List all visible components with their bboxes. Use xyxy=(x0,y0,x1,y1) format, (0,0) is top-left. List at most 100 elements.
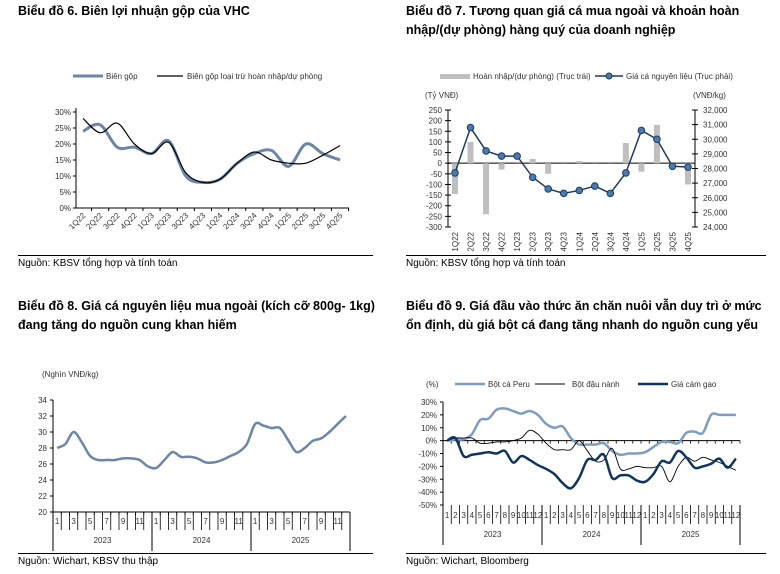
month-label: 9 xyxy=(511,511,516,520)
x-tick-label: 4Q23 xyxy=(187,211,208,232)
left-y-tick-label: 150 xyxy=(429,127,443,136)
month-label: 5 xyxy=(88,517,93,526)
month-label: 11 xyxy=(234,517,243,526)
y-tick-label: 30% xyxy=(55,108,71,117)
y-tick-label: -20% xyxy=(418,462,437,471)
month-label: 11 xyxy=(624,511,633,520)
month-label: 5 xyxy=(577,511,582,520)
month-label: 7 xyxy=(692,511,697,520)
month-label: 10 xyxy=(517,511,526,520)
year-label: 2024 xyxy=(583,530,601,539)
month-label: 4 xyxy=(470,511,475,520)
month-label: 1 xyxy=(544,511,549,520)
month-label: 6 xyxy=(486,511,491,520)
bar xyxy=(467,141,474,164)
x-tick-label: 4Q23 xyxy=(560,231,569,251)
month-label: 11 xyxy=(333,517,342,526)
series-line-gross-margin xyxy=(82,122,341,185)
x-tick-label: 1Q25 xyxy=(637,231,646,251)
x-tick-label: 2Q25 xyxy=(290,211,311,232)
x-tick-label: 3Q24 xyxy=(606,231,615,251)
series-line-9-0 xyxy=(446,407,736,457)
month-label: 1 xyxy=(253,517,258,526)
month-label: 8 xyxy=(602,511,607,520)
y-tick-label: 5% xyxy=(59,188,71,197)
left-y-tick-label: 0 xyxy=(438,159,443,168)
month-label: 7 xyxy=(494,511,499,520)
right-axis-unit: (VNĐ/kg) xyxy=(693,91,726,100)
x-tick-label: 2Q23 xyxy=(153,211,174,232)
right-y-tick-label: 25,000 xyxy=(703,208,728,217)
data-point xyxy=(513,152,521,160)
month-label: 9 xyxy=(709,511,714,520)
x-tick-label: 4Q24 xyxy=(256,211,277,232)
x-tick-label: 1Q23 xyxy=(136,211,157,232)
x-tick-label: 2Q23 xyxy=(529,231,538,251)
x-tick-label: 3Q25 xyxy=(668,231,677,251)
right-y-tick-label: 28,000 xyxy=(703,165,728,174)
x-tick-label: 2Q24 xyxy=(221,211,242,232)
right-y-tick-label: 26,000 xyxy=(703,194,728,203)
chart9-title: Biểu đồ 9. Giá đầu vào thức ăn chăn nuôi… xyxy=(406,299,762,332)
year-label: 2025 xyxy=(682,530,700,539)
y-tick-label: -50% xyxy=(418,501,437,510)
legend-label: Hoàn nhập/(dự phòng) (Trục trái) xyxy=(473,72,591,81)
x-tick-label: 4Q24 xyxy=(622,231,631,251)
chart6-title: Biểu đồ 6. Biên lợi nhuận gộp của VHC xyxy=(18,4,250,18)
y-tick-label: -40% xyxy=(418,488,437,497)
data-point xyxy=(653,135,661,144)
series-line-gross-margin-ex-provision xyxy=(82,117,341,184)
month-label: 3 xyxy=(659,511,664,520)
month-label: 12 xyxy=(632,511,641,520)
bar xyxy=(545,163,552,174)
legend-label: Biên gộp xyxy=(106,72,138,81)
x-tick-label: 1Q22 xyxy=(67,211,88,232)
left-y-tick-label: -250 xyxy=(426,212,443,221)
series-line-9-2 xyxy=(446,436,737,490)
left-y-tick-label: -50 xyxy=(430,170,442,179)
left-axis-unit: (Tỷ VNĐ) xyxy=(425,91,459,100)
data-point xyxy=(466,123,475,132)
month-label: 11 xyxy=(525,511,534,520)
year-label: 2025 xyxy=(292,536,310,545)
y-tick-label: 28 xyxy=(38,444,47,453)
x-tick-label: 1Q23 xyxy=(513,231,522,251)
month-label: 3 xyxy=(170,517,175,526)
legend-swatch xyxy=(440,74,470,79)
x-tick-label: 2Q22 xyxy=(84,211,105,232)
month-label: 9 xyxy=(319,517,324,526)
data-point xyxy=(528,173,537,182)
month-label: 3 xyxy=(269,517,274,526)
x-tick-label: 4Q22 xyxy=(498,231,507,251)
month-label: 3 xyxy=(461,511,466,520)
legend-label: Giá cám gạo xyxy=(671,380,717,389)
y-tick-label: 24 xyxy=(38,476,47,485)
x-tick-label: 1Q25 xyxy=(273,211,294,232)
month-label: 8 xyxy=(701,511,706,520)
y-tick-label: 34 xyxy=(38,396,47,405)
chart7-source: Nguồn: KBSV tổng hợp và tính toán xyxy=(406,258,566,269)
month-label: 5 xyxy=(676,511,681,520)
month-label: 12 xyxy=(731,511,740,520)
series-line-8-0 xyxy=(56,415,347,470)
x-tick-label: 3Q24 xyxy=(239,211,260,232)
month-label: 8 xyxy=(503,511,508,520)
series-line-9-1 xyxy=(446,429,737,483)
data-point xyxy=(559,189,568,198)
bar xyxy=(638,163,645,172)
x-tick-label: 4Q25 xyxy=(684,231,693,251)
legend-label: Biên gộp loại trừ hoàn nhập/dự phòng xyxy=(187,72,322,81)
y-tick-label: -30% xyxy=(418,475,437,484)
legend-label: Bột cá Peru xyxy=(488,380,530,389)
right-y-tick-label: 27,000 xyxy=(703,179,728,188)
y-tick-label: -10% xyxy=(418,450,437,459)
bar xyxy=(498,163,505,170)
legend-marker xyxy=(605,72,613,80)
y-tick-label: 25% xyxy=(55,124,71,133)
bar xyxy=(452,163,458,195)
right-y-tick-label: 31,000 xyxy=(703,121,728,130)
month-label: 3 xyxy=(560,511,565,520)
x-tick-label: 4Q25 xyxy=(324,211,345,232)
